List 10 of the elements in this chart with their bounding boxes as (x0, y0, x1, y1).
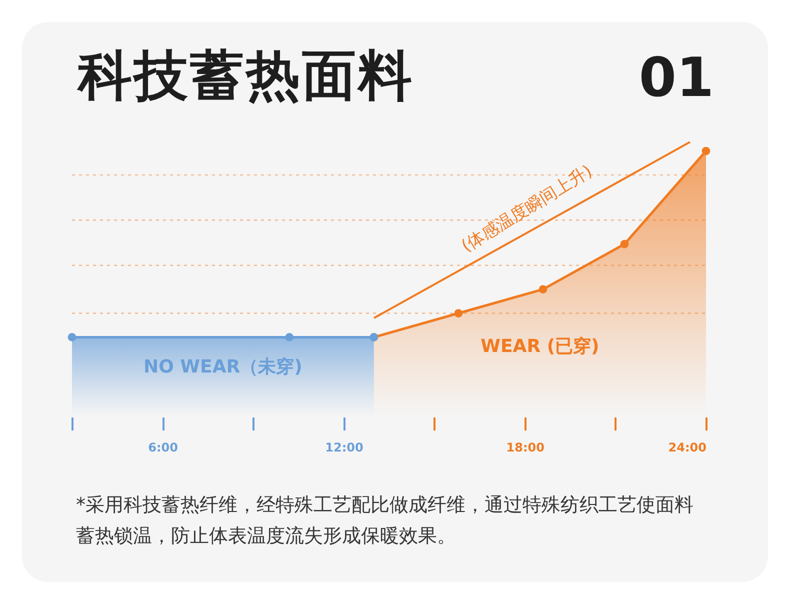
text: 01 (638, 46, 714, 109)
annotation: (体感温度瞬间上升) (458, 161, 596, 257)
chart-title: 科技蓄热面料 (78, 43, 414, 109)
x-tick-label: 24:00 (668, 440, 706, 454)
text: *采用科技蓄热纤维，经特殊工艺配比做成纤维，通过特殊纺织工艺使面料蓄热锁温，防止体表温度流失形成保暖效果。 (76, 493, 694, 549)
x-tick-label: 12:00 (325, 440, 364, 454)
x-tick-label: 6:00 (148, 440, 178, 454)
series-label: WEAR (已穿) (480, 336, 600, 357)
x-tick-label: 18:00 (506, 440, 544, 454)
series-label: NO WEAR（未穿) (144, 356, 302, 378)
